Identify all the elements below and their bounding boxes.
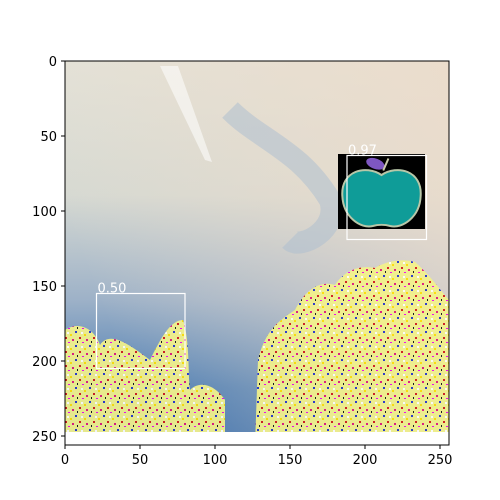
overlay-layer [338, 154, 425, 229]
apple-icon [341, 169, 422, 228]
detection-box [95, 292, 186, 370]
detection-score: 0.50 [98, 282, 127, 297]
x-tick-label: 250 [428, 453, 453, 468]
ground [65, 432, 449, 445]
y-tick-label: 0 [49, 55, 57, 70]
y-tick-label: 250 [32, 430, 57, 445]
cloud-streak [222, 102, 343, 254]
x-tick-label: 150 [278, 453, 303, 468]
photo [65, 61, 449, 445]
x-tick-label: 100 [203, 453, 228, 468]
detection-box [346, 154, 428, 241]
detection-score: 0.97 [348, 144, 377, 159]
stem-icon [382, 158, 390, 171]
x-tick-label: 200 [353, 453, 378, 468]
contrail [160, 66, 212, 162]
y-axis: 0 50 100 150 200 250 [32, 55, 65, 445]
plot-frame [64, 60, 450, 446]
y-tick-label: 100 [32, 205, 57, 220]
y-tick-label: 150 [32, 280, 57, 295]
detection-boxes: 0.97 0.50 [95, 144, 428, 370]
x-tick-label: 0 [61, 453, 69, 468]
y-tick-label: 50 [40, 130, 57, 145]
leaf-icon [366, 157, 385, 170]
x-axis: 0 50 100 150 200 250 [61, 445, 453, 468]
x-tick-label: 50 [132, 453, 149, 468]
vegetation-right [255, 260, 449, 445]
y-tick-label: 200 [32, 355, 57, 370]
